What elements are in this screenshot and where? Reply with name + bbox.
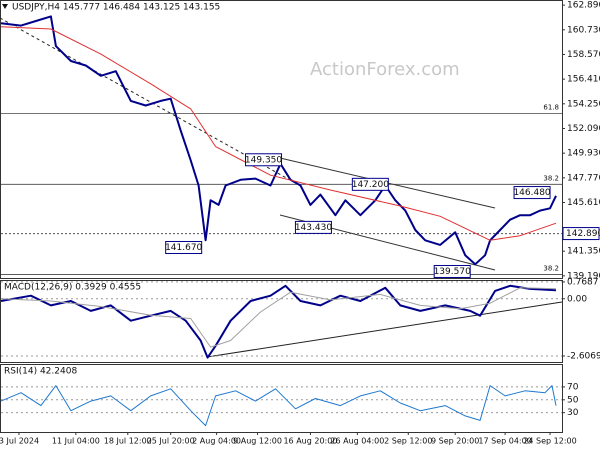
last-price-label: 142.890 [566, 229, 600, 239]
price-panel [0, 0, 563, 279]
x-tick-label: 17 Sep 04:00 [478, 437, 531, 446]
y-tick-label: 162.890 [567, 1, 600, 11]
y-tick-label: 141.350 [567, 247, 600, 257]
y-tick-label: 147.770 [567, 173, 600, 183]
last-price-box [562, 227, 600, 241]
annotation-box [351, 177, 389, 191]
annotation-label: 139.570 [434, 267, 471, 277]
x-tick-label: 2 Sep 12:00 [384, 437, 432, 446]
series-line [0, 284, 557, 359]
y-tick-label: 158.570 [567, 50, 600, 60]
menu-arrow[interactable] [2, 4, 8, 9]
watermark: ActionForex.com [310, 59, 460, 80]
trend-line [0, 17, 291, 181]
series-line [0, 287, 557, 348]
annotation-box [165, 241, 203, 255]
series-line [0, 385, 557, 427]
x-tick-label: 24 Sep 12:00 [523, 437, 576, 446]
x-tick-label: 9 Aug 12:00 [233, 437, 282, 446]
annotation-label: 141.670 [165, 243, 202, 253]
x-tick-label: 18 Jul 12:00 [104, 437, 152, 446]
level-label: 61.8 [543, 104, 559, 112]
y-tick-label: 0.00 [567, 294, 587, 304]
level-label: 38.2 [543, 174, 559, 182]
x-tick-label: 11 Jul 04:00 [52, 437, 100, 446]
series-line [0, 15, 557, 266]
macd-title: MACD(12,26,9) 0.3929 0.4555 [4, 283, 141, 293]
y-tick-label: 149.930 [567, 149, 600, 159]
y-tick-label: 154.250 [567, 99, 600, 109]
y-tick-label: -2.6069 [567, 352, 600, 362]
annotation-label: 147.200 [352, 180, 389, 190]
macd-panel [0, 280, 563, 363]
x-tick-label: 3 Jul 2024 [0, 437, 39, 446]
x-tick-label: 16 Aug 20:00 [283, 437, 337, 446]
y-tick-label: 145.610 [567, 198, 600, 208]
annotation-box [513, 186, 551, 200]
annotation-box [245, 153, 283, 167]
series-line [0, 26, 557, 241]
y-tick-label: 156.410 [567, 75, 600, 85]
level-label: 38.2 [543, 265, 559, 273]
x-tick-label: 26 Aug 04:00 [330, 437, 384, 446]
y-tick-label: 139.190 [567, 271, 600, 281]
rsi-title: RSI(14) 42.2408 [4, 367, 77, 377]
x-tick-label: 2 Aug 04:00 [192, 437, 241, 446]
rsi-panel [0, 364, 563, 433]
y-tick-label: 152.090 [567, 124, 600, 134]
annotation-box [294, 220, 332, 234]
x-tick-label: 25 Jul 20:00 [147, 437, 195, 446]
y-tick-label: 30 [567, 408, 579, 418]
annotation-label: 146.480 [513, 188, 550, 198]
annotation-label: 149.350 [245, 155, 282, 165]
y-tick-label: 0.7687 [567, 277, 599, 287]
macd-trend-line [206, 301, 563, 358]
annotation-label: 143.430 [295, 223, 332, 233]
annotation-box [433, 264, 471, 278]
y-tick-label: 50 [567, 395, 579, 405]
x-tick-label: 9 Sep 20:00 [431, 437, 479, 446]
y-tick-label: 70 [567, 382, 579, 392]
y-tick-label: 160.730 [567, 25, 600, 35]
price-title: USDJPY,H4 145.777 146.484 143.125 143.15… [12, 3, 220, 13]
